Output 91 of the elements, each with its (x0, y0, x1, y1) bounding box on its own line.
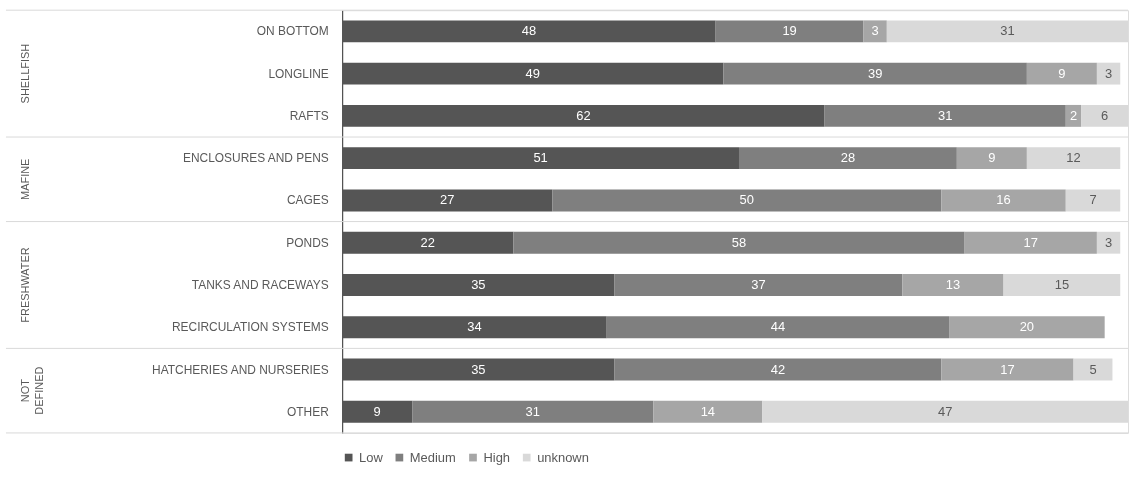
bar (1026, 147, 1121, 170)
bar (902, 274, 1004, 296)
data-label: 51 (533, 150, 548, 166)
data-label: 39 (867, 65, 883, 81)
data-label: 7 (1089, 192, 1097, 208)
bar (342, 147, 739, 170)
data-label: 50 (739, 192, 754, 208)
data-label: 6 (1101, 107, 1109, 123)
y-tick-label: TANKS AND RACEWAYS (191, 277, 329, 292)
data-label: 3 (1104, 234, 1113, 250)
bar (1096, 62, 1121, 85)
bar (342, 316, 607, 339)
data-label: 9 (373, 403, 381, 419)
bar (715, 20, 864, 43)
data-label: 31 (1000, 23, 1015, 39)
data-label: 62 (576, 107, 591, 123)
bar (513, 231, 965, 254)
data-label: 31 (525, 403, 540, 419)
bar (342, 20, 716, 43)
y-tick-label: ON BOTTOM (256, 24, 329, 39)
bar (1026, 62, 1097, 85)
bar (342, 400, 413, 423)
bar (342, 62, 724, 85)
bar (614, 274, 903, 296)
bar (552, 189, 942, 212)
y-tick-label: CAGES (287, 193, 329, 208)
data-label: 14 (700, 403, 716, 419)
legend-label: Low (359, 449, 384, 465)
bar (738, 147, 957, 170)
y-tick-label: ENCLOSURES AND PENS (182, 151, 329, 166)
bar (342, 104, 825, 127)
data-label: 13 (945, 276, 961, 292)
text: MAFINE (18, 158, 31, 200)
data-label: 35 (471, 276, 486, 292)
bar (941, 358, 1074, 381)
data-label: 44 (770, 319, 786, 335)
data-label: 42 (770, 361, 786, 377)
data-label: 31 (937, 107, 953, 123)
data-label: 27 (440, 192, 455, 208)
text: FRESHWATER (18, 247, 31, 323)
data-label: 12 (1066, 150, 1081, 166)
legend-label: unknown (537, 449, 589, 465)
text: SHELLFISH (18, 43, 31, 104)
bar (342, 358, 615, 381)
data-label: 48 (521, 23, 537, 39)
data-label: 16 (996, 192, 1011, 208)
y-tick-label: HATCHERIES AND NURSERIES (152, 362, 329, 377)
bar (1003, 274, 1121, 296)
bar (964, 231, 1097, 254)
bar (653, 400, 763, 423)
y-tick-label: LONGLINE (268, 66, 329, 81)
bar (342, 274, 615, 296)
data-label: 49 (525, 65, 540, 81)
data-label: 58 (731, 234, 747, 250)
bar (824, 104, 1066, 127)
data-label: 9 (988, 150, 996, 166)
bar (614, 358, 942, 381)
data-label: 19 (782, 23, 797, 39)
data-label: 2 (1069, 107, 1078, 123)
bar (606, 316, 950, 339)
bar (956, 147, 1027, 170)
y-tick-label: RECIRCULATION SYSTEMS (171, 320, 329, 335)
legend-label: Medium (409, 449, 456, 465)
legend-label: High (483, 449, 511, 465)
data-label: 22 (420, 234, 435, 250)
bar (412, 400, 654, 423)
data-label: 35 (471, 361, 486, 377)
y-tick-label: OTHER (287, 404, 330, 419)
bar (342, 231, 514, 254)
data-label: 17 (1000, 361, 1015, 377)
data-label: 37 (751, 276, 766, 292)
data-label: 47 (937, 403, 953, 419)
bar (863, 20, 887, 43)
data-label: 5 (1089, 361, 1097, 377)
bar (941, 189, 1066, 212)
data-label: 34 (467, 319, 482, 335)
y-tick-label: PONDS (286, 235, 329, 250)
y-tick-label: RAFTS (289, 108, 329, 123)
bar (1065, 189, 1121, 212)
text: NOT DEFINED (18, 366, 45, 415)
data-label: 9 (1058, 65, 1066, 81)
data-label: 15 (1054, 276, 1070, 292)
bar (1096, 231, 1121, 254)
data-label: 17 (1023, 234, 1038, 250)
bar (949, 316, 1105, 339)
data-label: 20 (1019, 319, 1035, 335)
data-label: 3 (1104, 65, 1113, 81)
data-label: 28 (840, 150, 856, 166)
bar (342, 189, 553, 212)
bar (723, 62, 1027, 85)
data-label: 3 (871, 23, 879, 39)
